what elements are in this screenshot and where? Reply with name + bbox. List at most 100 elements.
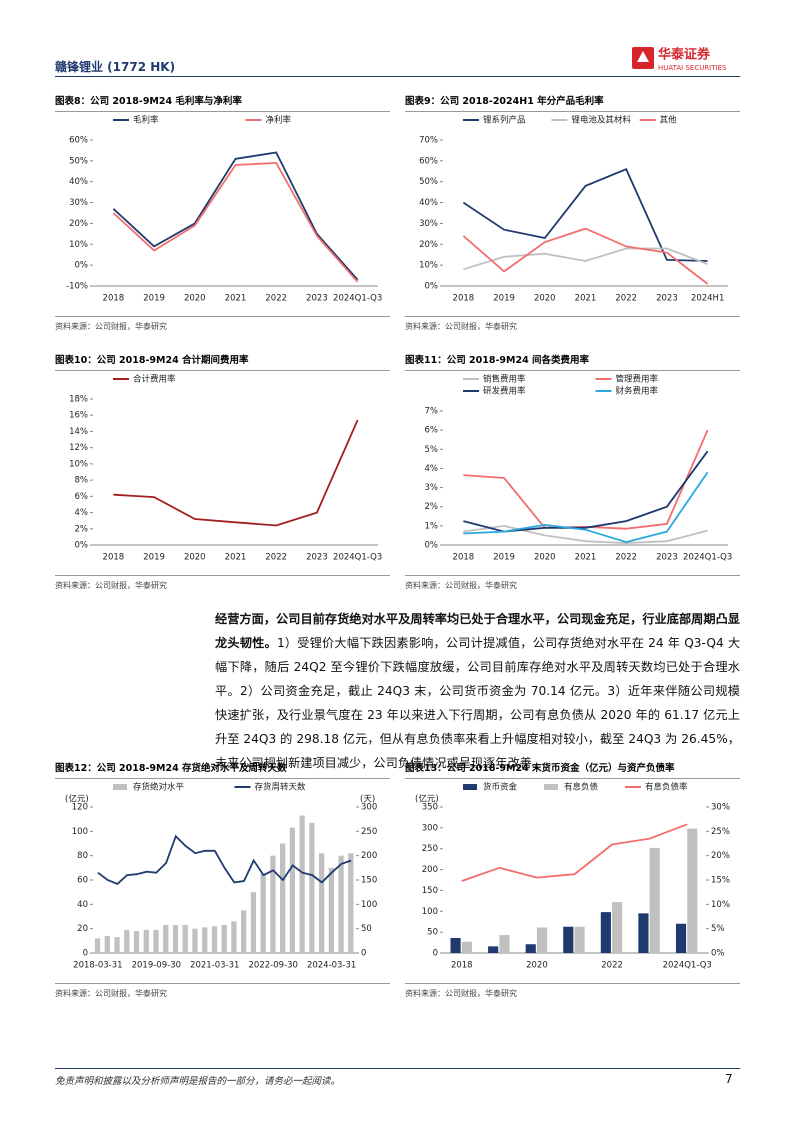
- y-tick-label: 100: [422, 907, 438, 917]
- chart-title: 公司 2018-9M24 合计期间费用率: [96, 355, 249, 366]
- bar: [348, 853, 354, 953]
- bar: [563, 926, 574, 953]
- bar: [114, 937, 120, 953]
- y-tick-label: 0: [433, 949, 438, 959]
- figure: 图表13：公司 2018-9M24 末货币资金（亿元）与资产负债率 0 50 100 1…: [405, 760, 740, 999]
- x-tick-label: 2022: [265, 294, 287, 304]
- rest: 1）受锂价大幅下跌因素影响，公司计提减值，公司存货绝对水平在 24 年 Q3-Q…: [215, 636, 741, 770]
- y-tick-label: 50%: [69, 156, 88, 166]
- bar: [536, 927, 548, 953]
- y-tick-label: 200: [422, 865, 438, 875]
- y-tick-label: 50%: [419, 177, 438, 187]
- x-tick-label: 2024Q1-Q3: [333, 553, 382, 563]
- source: 资料来源：公司财报，华泰研究: [405, 983, 740, 999]
- line: [113, 419, 359, 527]
- chart-title: 公司 2018-9M24 存货绝对水平及周转天数: [96, 763, 287, 774]
- x-tick-label: 2020: [534, 294, 556, 304]
- y-tick-label: 0%: [425, 541, 439, 551]
- x-tick-label: 2019: [143, 553, 165, 563]
- bar: [328, 867, 334, 953]
- line: [463, 524, 708, 545]
- y-tick-label: 40%: [419, 198, 438, 208]
- legend-swatch: [463, 784, 477, 790]
- y-tick-label: 10%: [69, 459, 88, 469]
- y-tick-label: 18%: [69, 395, 88, 405]
- bar: [649, 847, 660, 953]
- y-tick-label: 8%: [75, 476, 89, 486]
- chart: 0% 1% 2% 3% 4% 5% 6% 7% 2018 2019 2020 2021 2022 2023…: [425, 374, 733, 563]
- bar: [221, 925, 227, 953]
- bar: [231, 921, 237, 953]
- source: 资料来源：公司财报，华泰研究: [55, 575, 390, 591]
- y2-axis-label: (天): [360, 795, 375, 805]
- legend-label: 有息负债率: [645, 782, 688, 793]
- figure: 图表9：公司 2018-2024H1 年分产品毛利率 0% 10% 20% 30% 40%…: [405, 93, 740, 332]
- y-tick-label: 50: [361, 924, 372, 934]
- y-tick-label: 16%: [69, 411, 88, 421]
- bar: [163, 925, 169, 953]
- bar: [318, 853, 325, 953]
- bar: [299, 815, 305, 953]
- lead: 经营方面，公司目前存货绝对水平及周转率均已处于合理水平，公司现金充足，行业底部周…: [215, 612, 740, 650]
- y-tick-label: 25%: [711, 827, 730, 837]
- y-axis-label: (亿元): [415, 794, 439, 805]
- x-tick-label: 2024H1: [691, 294, 724, 304]
- figure: 图表8：公司 2018-9M24 毛利率与净利率 -10% 0% 10% 20% 30% 4…: [55, 93, 390, 332]
- legend-label: 合计费用率: [133, 374, 176, 385]
- figure-label: 图表8：: [55, 96, 91, 107]
- x-tick-label: 2018: [453, 553, 475, 563]
- legend-label: 存货绝对水平: [133, 782, 185, 793]
- y-tick-label: 60%: [419, 156, 438, 166]
- line: [462, 227, 709, 285]
- x-tick-label: 2021: [225, 553, 247, 563]
- x-tick-label: 2024Q1-Q3: [683, 553, 732, 563]
- bar: [280, 843, 286, 953]
- line: [463, 429, 709, 530]
- x-tick-label: 2023: [306, 553, 328, 563]
- bar: [192, 928, 198, 953]
- x-tick-label: 2022: [265, 553, 287, 563]
- x-tick-label: 2018: [103, 294, 125, 304]
- chart-title: 公司 2018-9M24 间各类费用率: [446, 355, 590, 366]
- bar: [461, 941, 472, 953]
- figure: 图表12：公司 2018-9M24 存货绝对水平及周转天数 0 20 40 60 80 10…: [55, 760, 390, 999]
- bar: [450, 937, 461, 953]
- legend-label: 锂电池及其材料: [571, 115, 631, 126]
- x-tick-label: 2021: [575, 294, 597, 304]
- y-tick-label: 0%: [75, 261, 89, 271]
- y-tick-label: 150: [422, 886, 438, 896]
- x-tick-label: 2022: [615, 294, 637, 304]
- y-tick-label: 250: [361, 827, 377, 837]
- x-tick-label: 2019: [493, 294, 515, 304]
- x-tick-label: 2021: [225, 294, 247, 304]
- bar: [574, 926, 585, 953]
- figure-title: 图表9：公司 2018-2024H1 年分产品毛利率: [405, 93, 740, 112]
- figure: 图表10：公司 2018-9M24 合计期间费用率 0% 2% 4% 6% 8% 10% 12…: [55, 352, 390, 591]
- bar: [612, 902, 623, 953]
- x-tick-label: 2019-09-30: [132, 961, 181, 971]
- y-tick-label: 20: [77, 924, 88, 934]
- x-tick-label: 2022: [601, 961, 623, 971]
- y-tick-label: 100: [361, 900, 377, 910]
- line: [112, 161, 359, 283]
- chart: 0 50 100 150 200 250 300 350 0% 5% 10% 15% 20% 25% 30%…: [415, 782, 730, 971]
- source: 资料来源：公司财报，华泰研究: [405, 575, 740, 591]
- y-tick-label: 40%: [69, 177, 88, 187]
- bar: [211, 926, 218, 953]
- y-tick-label: 120: [72, 803, 88, 813]
- line: [462, 168, 708, 262]
- bar: [309, 822, 315, 953]
- y-tick-label: -10%: [66, 282, 88, 292]
- y-tick-label: 350: [422, 803, 438, 813]
- legend-label: 有息负债: [564, 782, 599, 793]
- figure-label: 图表13：: [405, 763, 447, 774]
- bar: [104, 935, 110, 953]
- line: [97, 834, 352, 885]
- y-tick-label: 5%: [425, 445, 439, 455]
- bar: [499, 935, 510, 953]
- x-tick-label: 2018-03-31: [73, 961, 122, 971]
- y-tick-label: 10%: [419, 261, 438, 271]
- y-tick-label: 7%: [425, 407, 439, 417]
- legend-label: 管理费用率: [616, 374, 659, 385]
